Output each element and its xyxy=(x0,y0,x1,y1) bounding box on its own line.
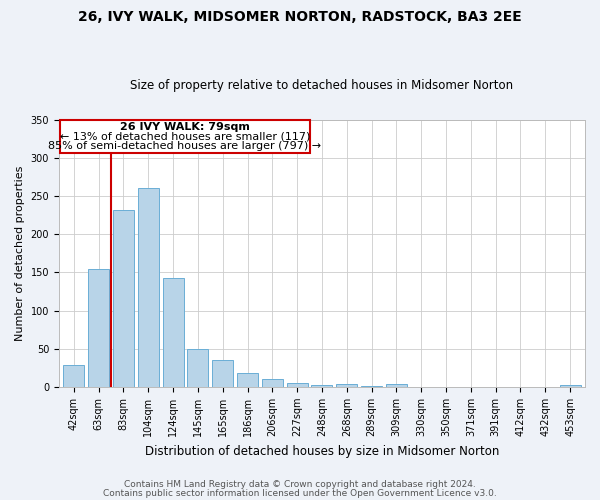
Bar xyxy=(287,383,308,387)
Bar xyxy=(361,386,382,387)
Text: Contains public sector information licensed under the Open Government Licence v3: Contains public sector information licen… xyxy=(103,488,497,498)
Bar xyxy=(237,373,258,387)
Text: 26 IVY WALK: 79sqm: 26 IVY WALK: 79sqm xyxy=(120,122,250,132)
Text: 26, IVY WALK, MIDSOMER NORTON, RADSTOCK, BA3 2EE: 26, IVY WALK, MIDSOMER NORTON, RADSTOCK,… xyxy=(78,10,522,24)
Text: ← 13% of detached houses are smaller (117): ← 13% of detached houses are smaller (11… xyxy=(59,132,310,141)
Bar xyxy=(88,268,109,387)
Bar xyxy=(336,384,358,387)
X-axis label: Distribution of detached houses by size in Midsomer Norton: Distribution of detached houses by size … xyxy=(145,444,499,458)
Bar xyxy=(187,348,208,387)
Y-axis label: Number of detached properties: Number of detached properties xyxy=(15,166,25,341)
Bar xyxy=(386,384,407,387)
Bar xyxy=(262,378,283,387)
Bar xyxy=(560,384,581,387)
Title: Size of property relative to detached houses in Midsomer Norton: Size of property relative to detached ho… xyxy=(130,79,514,92)
Bar xyxy=(63,365,85,387)
Bar xyxy=(212,360,233,387)
Bar xyxy=(163,278,184,387)
FancyBboxPatch shape xyxy=(60,120,310,153)
Bar xyxy=(311,384,332,387)
Bar xyxy=(137,188,159,387)
Bar xyxy=(113,210,134,387)
Text: Contains HM Land Registry data © Crown copyright and database right 2024.: Contains HM Land Registry data © Crown c… xyxy=(124,480,476,489)
Text: 85% of semi-detached houses are larger (797) →: 85% of semi-detached houses are larger (… xyxy=(48,140,322,150)
